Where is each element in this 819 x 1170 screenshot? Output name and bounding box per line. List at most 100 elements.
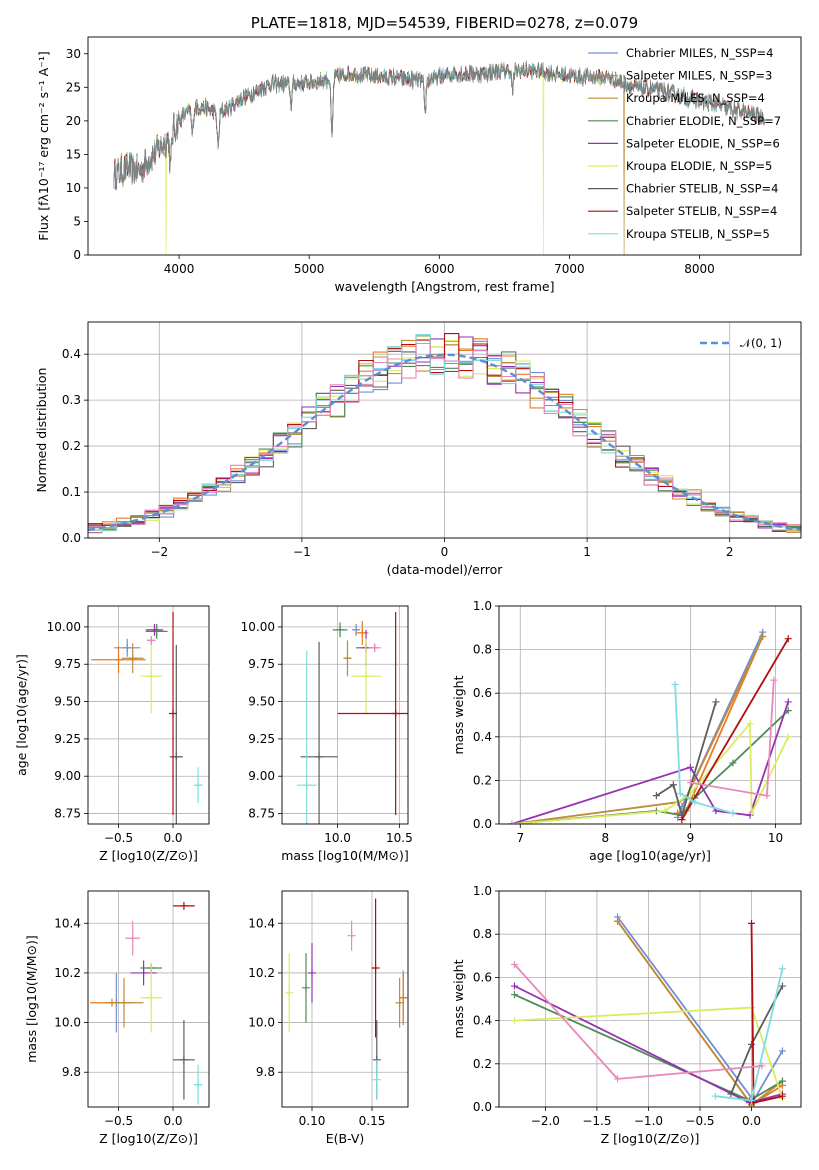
data-point xyxy=(370,643,379,652)
chart-weight-vs-age: 7 8 9 10 0.0 0.2 0.4 0.6 0.8 1.0 age [log10(age/yr… xyxy=(451,599,802,863)
y-tick-label: 0.6 xyxy=(473,686,492,700)
x-tick-label: −0.5 xyxy=(104,831,133,845)
weight-point xyxy=(661,807,669,815)
weight-point xyxy=(748,809,756,817)
y-tick-label: 0.3 xyxy=(62,393,81,407)
data-point xyxy=(347,931,356,940)
x-tick-label: 7000 xyxy=(554,262,585,276)
data-point xyxy=(372,1075,381,1084)
y-tick-label: 9.75 xyxy=(54,657,81,671)
chart-age-vs-mass: 10.0 10.5 8.75 9.00 9.25 9.50 9.75 10.00 mass [l… xyxy=(241,605,413,863)
x-tick-label: 10.0 xyxy=(324,831,351,845)
y-axis-label: mass [log10(M/M⊙)] xyxy=(24,935,39,1063)
y-tick-label: 9.8 xyxy=(256,1065,275,1079)
weight-point xyxy=(748,919,756,927)
data-point xyxy=(358,628,367,637)
chart-mass-vs-z: −0.5 0.0 9.8 10.0 10.2 10.4 Z [log10(Z/Z⊙)] mas… xyxy=(24,890,210,1146)
y-tick-label: 10.00 xyxy=(241,620,275,634)
weight-point xyxy=(746,720,754,728)
x-axis-label: wavelength [Angstrom, rest frame] xyxy=(334,279,554,294)
y-tick-label: 0.1 xyxy=(62,485,81,499)
weight-point xyxy=(729,759,737,767)
y-tick-label: 1.0 xyxy=(473,599,492,613)
y-tick-label: 5 xyxy=(73,214,81,228)
weight-line xyxy=(511,636,764,824)
normal-curve xyxy=(88,353,801,532)
gridlines xyxy=(88,606,209,824)
y-tick-label: 9.8 xyxy=(62,1065,81,1079)
data-point xyxy=(150,625,159,634)
data-point xyxy=(302,983,310,992)
data-point xyxy=(169,709,178,718)
weight-point xyxy=(614,1075,622,1083)
y-tick-label: 0.8 xyxy=(473,643,492,657)
x-tick-label: −1.0 xyxy=(634,1114,663,1128)
y-tick-label: 0.8 xyxy=(473,927,492,941)
data-point xyxy=(285,988,294,997)
chart-mass-vs-ebv: 0.10 0.15 9.8 10.0 10.2 10.4 E(B-V) xyxy=(248,890,409,1146)
y-axis-label: mass weight xyxy=(451,959,466,1038)
y-tick-label: 9.50 xyxy=(54,695,81,709)
weight-point xyxy=(727,1090,735,1098)
y-tick-label: 8.75 xyxy=(248,807,275,821)
weight-line xyxy=(655,701,717,819)
chart-spectrum: 4000 5000 6000 7000 8000 0 5 10 15 20 25 30 waveleng… xyxy=(36,14,802,294)
x-tick-label: 6000 xyxy=(424,262,455,276)
x-axis-label: Z [log10(Z/Z⊙)] xyxy=(601,1131,700,1146)
weight-point xyxy=(510,991,518,999)
weight-point xyxy=(711,1092,719,1100)
data-point xyxy=(114,655,123,664)
plot-area xyxy=(508,628,792,824)
data-point xyxy=(147,993,156,1002)
weight-point xyxy=(686,779,694,787)
weight-point xyxy=(712,698,720,706)
histogram-step xyxy=(88,333,801,533)
gridlines xyxy=(282,891,408,1107)
axes-frame xyxy=(498,890,802,1108)
x-axis-label: mass [log10(M/M⊙)] xyxy=(281,848,409,863)
plot-area xyxy=(510,913,786,1107)
legend-label: Chabrier ELODIE, N_SSP=7 xyxy=(626,114,781,128)
data-point xyxy=(395,998,404,1007)
weight-point xyxy=(669,781,677,789)
y-tick-label: 9.00 xyxy=(248,769,275,783)
weight-point xyxy=(778,982,786,990)
weight-line xyxy=(674,684,734,814)
weight-point xyxy=(614,917,622,925)
weight-point xyxy=(652,792,660,800)
weight-line xyxy=(715,968,784,1102)
y-tick-label: 0.2 xyxy=(473,1057,492,1071)
axes-frame xyxy=(87,605,210,825)
gridlines xyxy=(499,890,801,1108)
weight-point xyxy=(770,676,778,684)
y-tick-label: 10.2 xyxy=(54,966,81,980)
weight-point xyxy=(784,635,792,643)
y-tick-label: 30 xyxy=(66,47,81,61)
weight-point xyxy=(510,982,518,990)
y-tick-label: 10.0 xyxy=(54,1016,81,1030)
plot-area xyxy=(296,611,408,824)
y-axis-label: age [log10(age/yr)] xyxy=(14,654,29,776)
chart-weight-vs-z: −2.0 −1.5 −1.0 −0.5 0.0 0.0 0.2 0.4 0.6 0.8 1.0 Z [… xyxy=(451,884,802,1146)
y-tick-label: 10.4 xyxy=(54,916,81,930)
data-point xyxy=(119,998,128,1007)
x-tick-label: 1 xyxy=(583,545,591,559)
y-tick-label: 0.0 xyxy=(473,1100,492,1114)
x-tick-label: 7 xyxy=(516,831,524,845)
axes-frame xyxy=(87,321,802,539)
y-axis-label: Flux [fλ10⁻¹⁷ erg cm⁻² s⁻¹ A⁻¹] xyxy=(36,51,51,240)
plot-area xyxy=(113,60,765,255)
x-tick-label: −0.5 xyxy=(685,1114,714,1128)
y-tick-label: 0.4 xyxy=(473,730,492,744)
y-tick-label: 0.4 xyxy=(473,1014,492,1028)
y-tick-label: 10.4 xyxy=(248,916,275,930)
weight-point xyxy=(778,1092,786,1100)
data-point xyxy=(152,627,161,636)
data-point xyxy=(315,752,324,761)
weight-point xyxy=(784,733,792,741)
y-tick-label: 0.2 xyxy=(473,773,492,787)
y-tick-label: 0.2 xyxy=(62,439,81,453)
y-tick-label: 9.25 xyxy=(248,732,275,746)
y-tick-label: 9.50 xyxy=(248,695,275,709)
